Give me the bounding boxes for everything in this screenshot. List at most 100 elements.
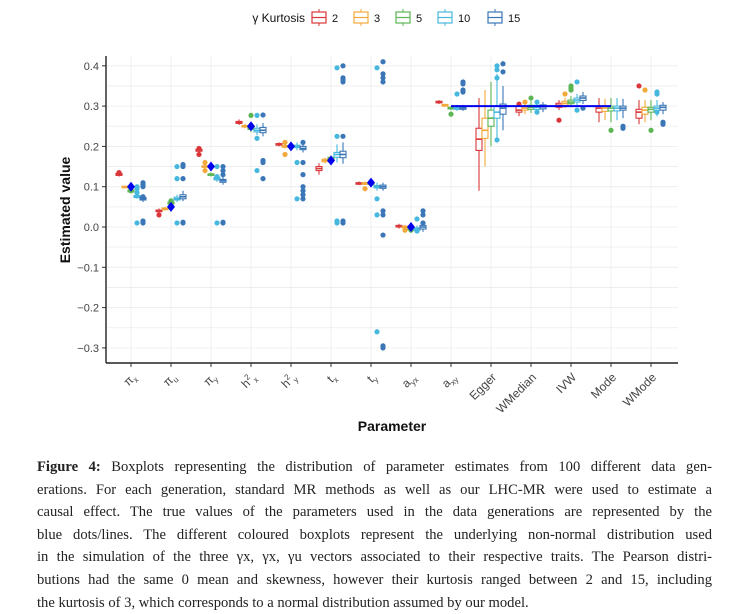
boxplot-chart: γ Kurtosis 2 3 5 10 15 0.4 0.3 0.2 0.1 0.0 −0.1 −0… xyxy=(57,9,678,434)
boxplot xyxy=(333,65,341,226)
outlier-point xyxy=(196,151,202,158)
boxplot xyxy=(481,89,489,167)
outlier-point xyxy=(300,159,306,166)
outlier-point xyxy=(180,161,186,168)
x-tick-label: WMedian xyxy=(493,370,539,416)
boxplot xyxy=(133,184,141,226)
boxplot xyxy=(195,145,203,158)
y-axis-label: Estimated value xyxy=(57,156,73,263)
outlier-point xyxy=(220,172,226,178)
outlier-point xyxy=(500,69,506,75)
boxplot xyxy=(161,206,169,211)
outlier-point xyxy=(254,135,260,141)
y-tick-label: 0.2 xyxy=(84,141,99,153)
boxplot xyxy=(219,163,227,226)
outlier-point xyxy=(380,345,386,351)
caption-line: blue dots/lines. The different coloured … xyxy=(37,526,712,543)
outlier-point xyxy=(140,194,146,200)
boxplot xyxy=(619,98,627,131)
outlier-point xyxy=(574,107,580,113)
outlier-point xyxy=(374,329,380,335)
outlier-point xyxy=(300,196,306,202)
legend-item: 3 xyxy=(353,9,380,26)
boxplot xyxy=(155,208,163,218)
y-tick-label: 0.0 xyxy=(84,222,99,234)
x-tick-label: ayx xyxy=(399,370,421,392)
outlier-point xyxy=(334,133,340,139)
boxplot xyxy=(241,123,249,129)
outlier-point xyxy=(500,61,506,67)
boxplot xyxy=(475,98,483,191)
figure-caption: Figure 4: Boxplots representing the dist… xyxy=(37,456,712,614)
true-value-diamond xyxy=(407,222,415,232)
boxplot xyxy=(259,112,267,182)
outlier-point xyxy=(362,186,368,192)
outlier-point xyxy=(402,227,408,233)
legend-item: 5 xyxy=(395,9,422,26)
box xyxy=(481,117,489,139)
outlier-point xyxy=(300,192,306,198)
boxplot xyxy=(595,98,603,123)
boxplot xyxy=(613,98,621,121)
outlier-point xyxy=(528,95,534,101)
outlier-point xyxy=(334,220,340,226)
outlier-point xyxy=(562,91,568,97)
legend-item: 15 xyxy=(487,9,520,26)
true-value-diamond xyxy=(247,121,255,132)
boxplot xyxy=(355,181,363,186)
outlier-point xyxy=(620,125,626,131)
boxplot xyxy=(659,102,667,127)
x-tick-label: Mode xyxy=(588,370,619,401)
outlier-point xyxy=(414,228,420,234)
legend-label: 3 xyxy=(374,13,380,25)
caption-line: the kurtosis of 3, which corresponds to … xyxy=(37,594,529,611)
outlier-point xyxy=(608,127,614,133)
outlier-point xyxy=(282,139,288,145)
boxplot xyxy=(493,63,501,143)
x-tick-label: πx xyxy=(121,370,141,390)
outlier-point xyxy=(380,212,386,218)
outlier-point xyxy=(202,159,208,166)
boxplot xyxy=(315,163,323,175)
boxplot xyxy=(207,172,215,177)
outlier-point xyxy=(294,196,300,202)
outlier-point xyxy=(180,220,186,226)
y-tick-label: −0.3 xyxy=(77,343,99,355)
outlier-point xyxy=(140,184,146,190)
boxplot xyxy=(395,223,403,229)
chart-marks xyxy=(115,59,667,351)
legend-title: γ Kurtosis xyxy=(252,11,305,25)
outlier-point xyxy=(220,163,226,170)
outlier-point xyxy=(254,167,260,174)
outlier-point xyxy=(648,127,654,133)
boxplot xyxy=(653,89,661,117)
outlier-point xyxy=(300,172,306,178)
legend-label: 15 xyxy=(508,13,520,25)
outlier-point xyxy=(374,65,380,71)
boxplot xyxy=(567,83,575,107)
outlier-point xyxy=(260,159,266,166)
outlier-point xyxy=(420,220,426,226)
outlier-point xyxy=(654,109,660,115)
box xyxy=(635,108,643,119)
outlier-point xyxy=(556,117,562,123)
y-tick-label: 0.4 xyxy=(84,61,99,73)
outlier-point xyxy=(380,79,386,85)
boxplot xyxy=(499,61,507,131)
outlier-point xyxy=(168,198,174,204)
outlier-point xyxy=(340,79,346,85)
boxplot xyxy=(179,161,187,226)
legend: γ Kurtosis 2 3 5 10 15 xyxy=(252,9,520,26)
boxplot xyxy=(453,91,461,111)
true-value-diamond xyxy=(327,155,335,166)
true-value-diamond xyxy=(207,161,215,172)
boxplot xyxy=(293,142,301,202)
boxplot xyxy=(379,59,387,351)
boxplot xyxy=(641,87,649,123)
boxplot xyxy=(441,103,449,107)
outlier-point xyxy=(340,218,346,224)
boxplot xyxy=(601,98,609,121)
boxplot xyxy=(533,99,541,115)
outlier-point xyxy=(374,196,380,202)
